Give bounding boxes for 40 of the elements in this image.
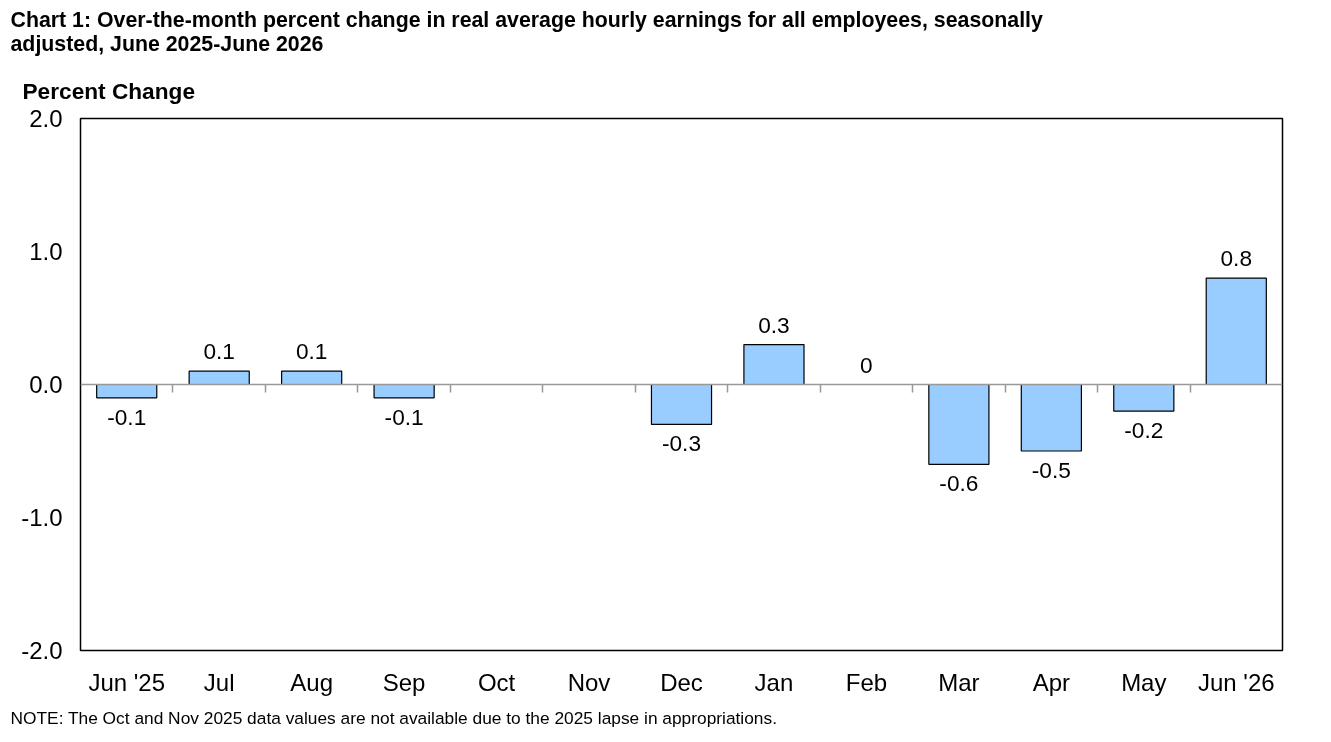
- bar: [928, 383, 990, 465]
- y-tick-label: -1.0: [21, 504, 63, 531]
- y-tick-label: 1.0: [29, 238, 63, 265]
- y-tick-label: -2.0: [21, 637, 63, 664]
- x-tick-label: Nov: [567, 668, 611, 696]
- data-label: 0: [860, 351, 873, 378]
- y-tick-label: 0.0: [29, 371, 63, 398]
- data-label: 0.8: [1220, 245, 1253, 272]
- bar: [743, 344, 805, 386]
- data-label: 0.1: [203, 338, 235, 365]
- data-label: -0.2: [1124, 417, 1164, 444]
- bar: [373, 383, 435, 399]
- x-tick-label: Apr: [1032, 668, 1071, 696]
- x-tick-label: Aug: [290, 668, 334, 696]
- text: NOTE: The Oct and Nov 2025 data values are not available due to the 2025 lapse in appropriations.: [10, 708, 777, 728]
- bar: [1205, 277, 1267, 386]
- x-tick-label: Jul: [203, 668, 235, 696]
- data-label: -0.5: [1031, 457, 1071, 483]
- bar: [1113, 383, 1175, 412]
- data-label: -0.3: [661, 430, 702, 457]
- x-tick-label: Oct: [477, 668, 516, 696]
- x-tick-label: Feb: [845, 668, 888, 696]
- bar: [188, 370, 250, 386]
- data-label: -0.1: [384, 403, 424, 430]
- x-tick-label: Jan: [754, 668, 794, 696]
- x-tick-label: Dec: [660, 668, 703, 696]
- data-label: -0.6: [939, 470, 979, 497]
- x-tick-label: Jun '26: [1197, 668, 1275, 696]
- bar: [650, 383, 713, 425]
- x-tick-label: May: [1121, 668, 1167, 696]
- chart-title: Chart 1: Over-the-month percent change in real average hourly earnings for all employees, seasonally adjusted, June 2025-June 2026: [10, 7, 1044, 56]
- x-tick-label: Jun '25: [88, 668, 166, 696]
- x-tick-label: Sep: [382, 668, 426, 696]
- y-tick-label: 2.0: [29, 105, 63, 132]
- x-tick-label: Mar: [938, 668, 980, 696]
- data-label: 0.1: [295, 338, 328, 365]
- data-label: 0.3: [758, 311, 790, 338]
- y-axis-title: Percent Change: [22, 77, 195, 104]
- data-label: -0.1: [107, 403, 147, 430]
- bar: [1020, 383, 1082, 452]
